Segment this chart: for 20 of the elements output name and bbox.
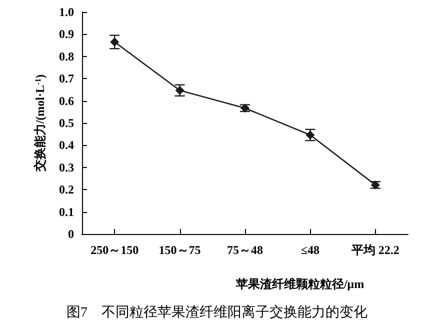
y-tick-label: 0.4: [59, 138, 74, 152]
x-tick-label: 75～48: [227, 243, 263, 257]
y-tick-label: 0.2: [59, 182, 74, 197]
y-tick-label: 0.1: [59, 204, 74, 219]
y-tick-label: 0.3: [59, 160, 74, 174]
y-tick-label: 0.9: [59, 27, 74, 42]
x-tick-label: 平均 22.2: [350, 243, 400, 257]
y-tick-label: 0.7: [59, 72, 74, 86]
y-axis-title: 交换能力/(mol·L-1): [33, 74, 47, 173]
y-tick-label: 0.6: [59, 94, 74, 108]
y-tick-label: 0: [68, 227, 74, 241]
x-tick-label: 250～150: [90, 243, 139, 257]
point: [110, 37, 120, 46]
x-tick-label: ≤48: [300, 243, 320, 257]
x-tick-label: 150～75: [158, 243, 201, 257]
y-tick-label: 0.5: [59, 116, 74, 130]
y-tick-label: 1.0: [59, 5, 74, 19]
x-axis-title: 苹果渣纤维颗粒粒径/μm: [234, 277, 364, 291]
text: 图7 不同粒径苹果渣纤维阳离子交换能力的变化: [66, 304, 368, 320]
y-tick-label: 0.8: [59, 49, 74, 64]
